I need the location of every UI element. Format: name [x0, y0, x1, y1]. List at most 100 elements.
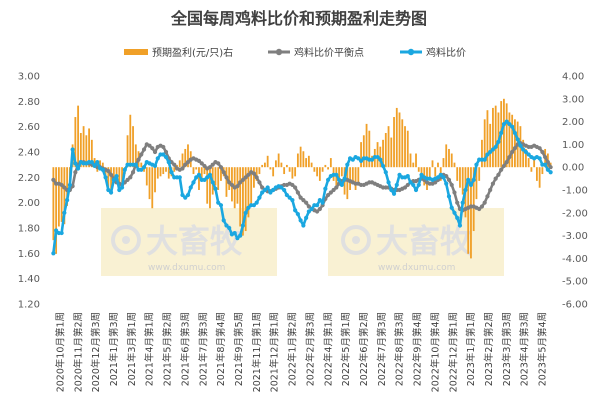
profit-bar	[321, 167, 324, 172]
profit-bar	[299, 146, 302, 168]
chart-title: 全国每周鸡料比价和预期盈利走势图	[170, 9, 427, 28]
profit-bar	[140, 162, 143, 168]
ratio-point	[521, 147, 526, 152]
profit-bar	[90, 139, 93, 168]
ratio-point	[323, 186, 328, 191]
ratio-point	[194, 175, 199, 180]
profit-bar	[178, 160, 181, 168]
watermark-right-url: www.dxumu.com	[378, 263, 455, 273]
profit-bar	[379, 146, 382, 168]
legend-profit-label: 预期盈利(元/只)右	[152, 46, 233, 59]
profit-bar	[96, 167, 99, 172]
watermark-right: 大畜牧 www.dxumu.com	[328, 208, 504, 276]
ratio-point	[315, 203, 320, 208]
ratio-point	[466, 177, 471, 182]
balance-point	[499, 167, 504, 172]
ratio-point	[320, 200, 325, 205]
balance-point	[183, 162, 188, 167]
profit-bar	[431, 160, 434, 168]
profit-bar	[77, 105, 80, 168]
ratio-point	[260, 190, 265, 195]
profit-bar	[220, 167, 222, 181]
profit-bar	[401, 119, 404, 168]
x-tick-label: 2021年7月第3周	[197, 312, 209, 386]
balance-point	[152, 149, 158, 155]
profit-bar	[307, 155, 310, 168]
profit-bar	[291, 167, 294, 179]
ratio-point	[317, 198, 322, 203]
balance-point	[537, 146, 542, 151]
ratio-point	[114, 173, 119, 179]
profit-bar	[112, 167, 115, 181]
watermark-left-logo-center	[122, 236, 130, 244]
profit-bar	[376, 142, 379, 168]
profit-bar	[522, 139, 525, 168]
x-axis: 2020年10月第1周 2020年11月第2周 2020年12月第3周 2021年1月…	[54, 312, 548, 392]
ratio-point	[496, 139, 501, 144]
ratio-point	[75, 166, 81, 171]
ratio-point	[383, 170, 388, 175]
profit-bar	[258, 167, 261, 175]
ratio-point	[416, 182, 421, 188]
legend-ratio-dot	[407, 48, 415, 56]
profit-bar	[305, 158, 308, 168]
ratio-point	[161, 152, 166, 157]
profit-bar	[395, 107, 398, 168]
ratio-point	[111, 177, 116, 182]
balance-point	[147, 143, 152, 148]
profit-bar	[360, 142, 362, 168]
ratio-point	[279, 185, 284, 190]
profit-bar	[132, 126, 134, 168]
profit-bar	[118, 167, 121, 190]
ratio-point	[177, 175, 182, 180]
profit-bar	[503, 98, 505, 168]
ratio-point	[419, 172, 424, 177]
ratio-point	[54, 228, 59, 233]
balance-point	[548, 165, 553, 170]
ratio-point	[108, 190, 114, 195]
balance-point	[504, 160, 509, 165]
ratio-point	[485, 152, 490, 157]
balance-point	[304, 200, 309, 205]
balance-point	[246, 172, 251, 177]
balance-point	[293, 185, 298, 190]
y-right-tick-label: -6.00	[562, 300, 588, 311]
profit-bar	[538, 167, 541, 188]
profit-bar	[459, 167, 461, 188]
watermark-left-text: 大畜牧	[146, 222, 243, 260]
ratio-point	[103, 175, 108, 180]
balance-point	[402, 185, 408, 190]
ratio-point	[460, 200, 465, 205]
profit-bar	[327, 167, 330, 170]
balance-point	[257, 180, 262, 185]
ratio-point	[493, 144, 498, 150]
legend-profit-swatch	[124, 49, 148, 55]
x-tick-label: 2022年10月第4周	[429, 312, 441, 392]
balance-point	[455, 200, 460, 205]
balance-point	[452, 190, 457, 195]
watermark-right-logo	[341, 225, 371, 255]
profit-bar	[524, 148, 527, 168]
balance-point	[51, 177, 56, 182]
ratio-point	[334, 172, 339, 177]
profit-bar	[406, 130, 409, 168]
balance-point	[125, 177, 130, 182]
profit-bar	[228, 167, 231, 190]
y-right-tick-label: -2.00	[562, 208, 588, 219]
profit-bar	[129, 114, 132, 168]
balance-point	[161, 144, 166, 150]
ratio-point	[152, 163, 158, 169]
ratio-point	[202, 177, 207, 182]
ratio-point	[227, 225, 232, 231]
balance-point	[106, 168, 111, 174]
profit-bar	[165, 167, 167, 172]
ratio-point	[301, 223, 306, 228]
ratio-point	[295, 211, 300, 217]
ratio-point	[232, 230, 237, 236]
profit-bar	[437, 162, 439, 168]
balance-point	[202, 163, 207, 169]
ratio-point	[122, 167, 127, 172]
legend-balance-dot	[275, 48, 283, 56]
y-right-tick-label: 3.00	[562, 94, 584, 105]
